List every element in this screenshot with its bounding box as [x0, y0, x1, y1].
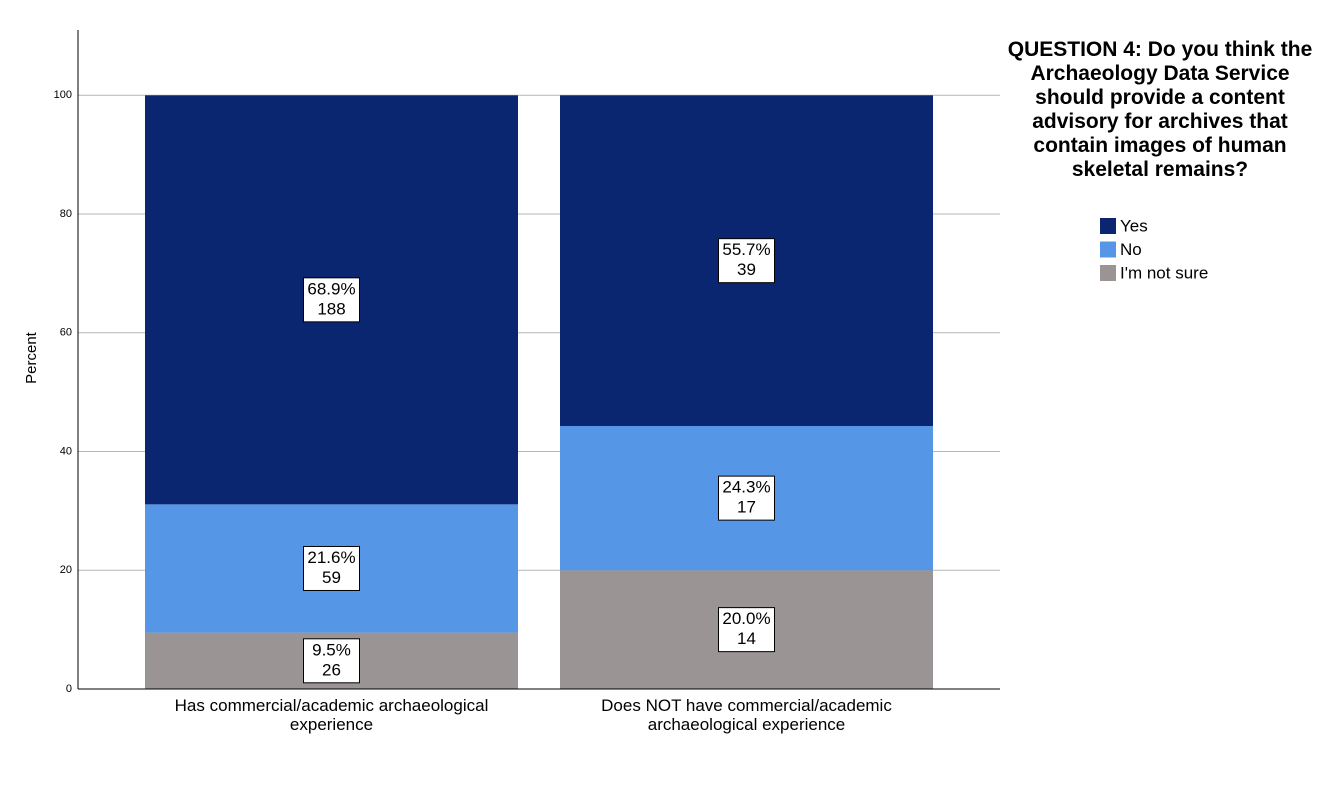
value-label: 20.0%: [722, 609, 770, 628]
value-label: 24.3%: [722, 478, 770, 497]
label-box: [718, 475, 775, 521]
x-tick-label: Has commercial/academic archaeological e…: [174, 696, 489, 734]
y-tick-label: 0: [66, 683, 72, 695]
count-label: 26: [322, 660, 341, 679]
legend-swatch: [1100, 241, 1116, 258]
legend-label: I'm not sure: [1120, 263, 1208, 282]
chart-title: QUESTION 4: Do you think the Archaeology…: [1007, 38, 1313, 181]
legend-swatch: [1100, 218, 1116, 234]
count-label: 188: [317, 299, 345, 318]
label-box: [718, 238, 775, 284]
y-axis-label: Percent: [23, 331, 40, 384]
value-label: 55.7%: [722, 240, 770, 259]
value-label: 68.9%: [307, 279, 355, 298]
value-label: 9.5%: [312, 640, 351, 659]
count-label: 59: [322, 568, 341, 587]
legend-label: Yes: [1120, 216, 1148, 235]
label-box: [718, 607, 775, 653]
legend-swatch: [1100, 265, 1116, 281]
count-label: 39: [737, 260, 756, 279]
x-tick-label: Does NOT have commercial/academic archae…: [601, 696, 892, 734]
y-tick-label: 80: [60, 208, 72, 220]
y-tick-label: 40: [60, 445, 72, 457]
count-label: 14: [737, 629, 756, 648]
label-box: [303, 277, 360, 323]
value-label: 21.6%: [307, 548, 355, 567]
count-label: 17: [737, 498, 756, 517]
label-box: [303, 545, 360, 591]
label-box: [303, 638, 360, 684]
y-tick-label: 100: [54, 89, 72, 101]
legend-label: No: [1120, 240, 1142, 259]
y-tick-label: 60: [60, 327, 72, 339]
y-tick-label: 20: [60, 564, 72, 576]
